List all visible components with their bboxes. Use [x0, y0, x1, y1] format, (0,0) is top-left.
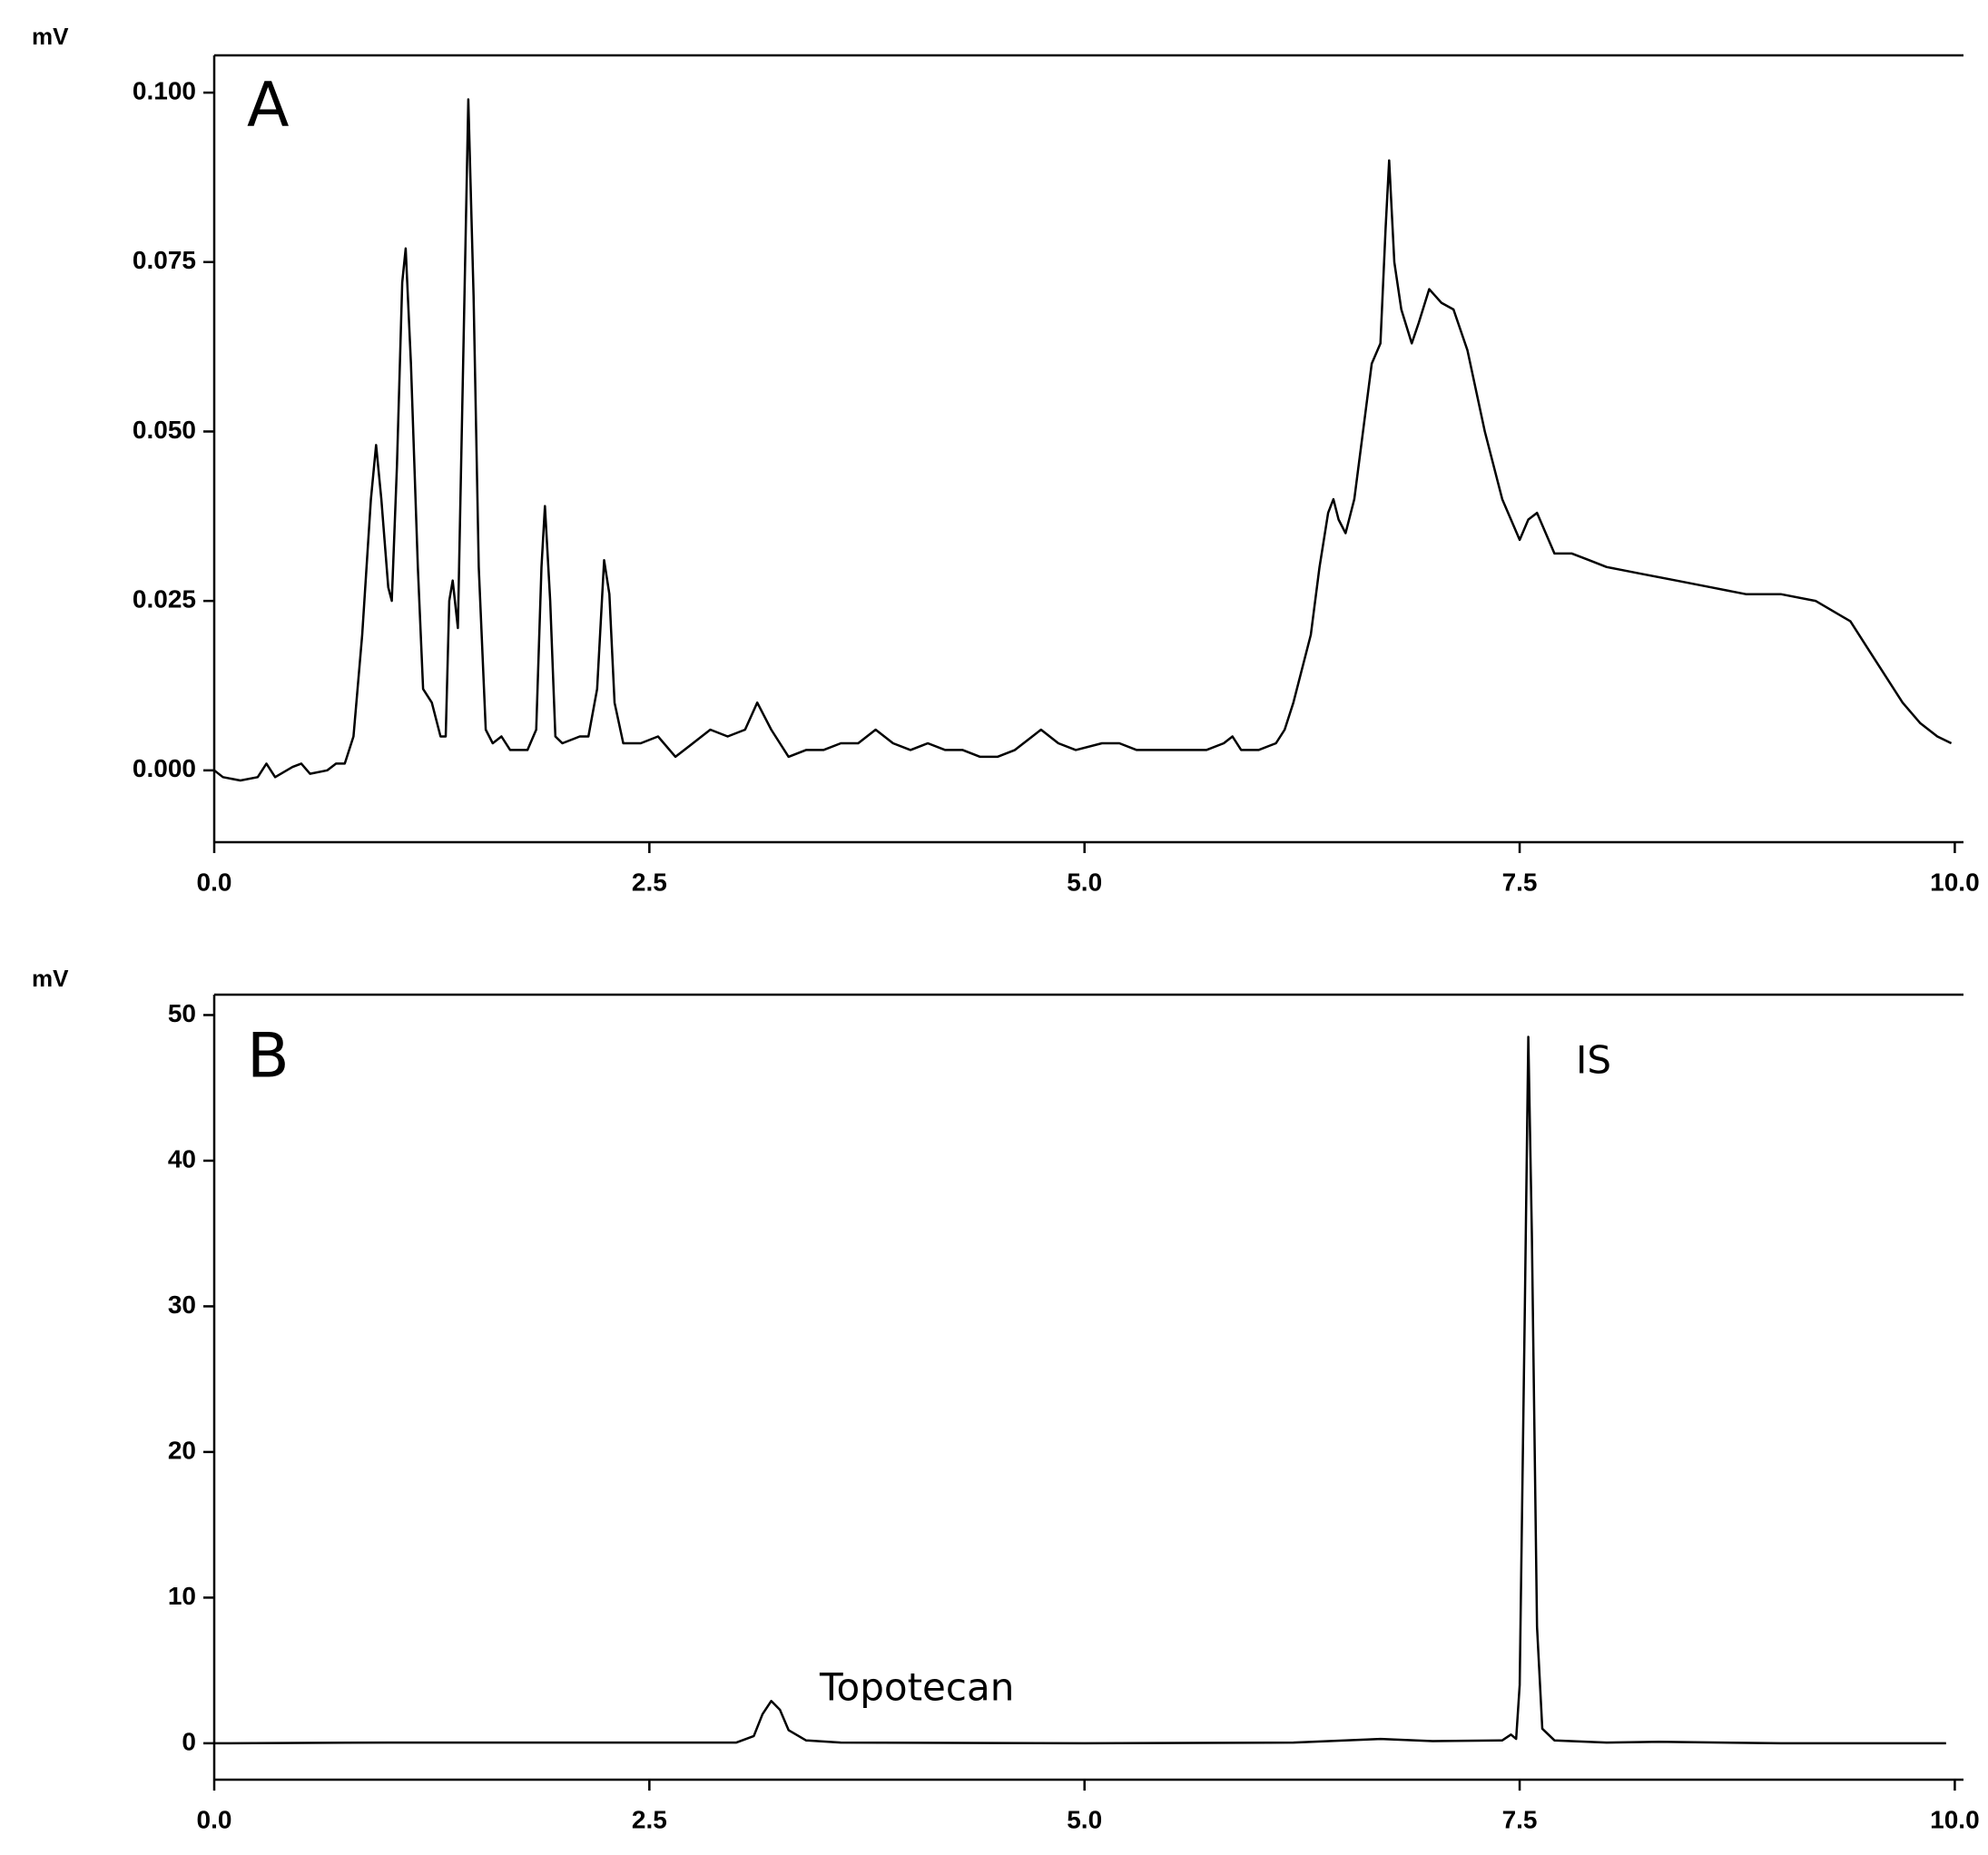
- y-tick-label: 0.100: [133, 76, 196, 104]
- x-tick-label: 7.5: [1502, 1805, 1538, 1833]
- y-tick-label: 0.025: [133, 585, 196, 613]
- x-tick-label: 0.0: [197, 868, 232, 896]
- y-tick-label: 0.050: [133, 416, 196, 444]
- y-tick-label: 0.000: [133, 754, 196, 782]
- y-tick-label: 0: [182, 1727, 196, 1755]
- peak-annotation: IS: [1576, 1038, 1611, 1083]
- y-tick-label: 10: [168, 1582, 196, 1610]
- y-tick-label: 40: [168, 1144, 196, 1173]
- x-tick-label: 2.5: [632, 868, 667, 896]
- panel-label: B: [247, 1021, 290, 1093]
- x-tick-label: 10.0: [1930, 1805, 1980, 1833]
- x-tick-label: 0.0: [197, 1805, 232, 1833]
- peak-annotation: Topotecan: [819, 1665, 1014, 1710]
- chromatogram-line: [213, 1035, 1946, 1745]
- x-tick-label: 10.0: [1930, 868, 1980, 896]
- x-tick-label: 5.0: [1067, 1805, 1102, 1833]
- y-axis-label: mV: [32, 965, 69, 992]
- y-tick-label: 20: [168, 1436, 196, 1464]
- x-tick-label: 7.5: [1502, 868, 1538, 896]
- x-tick-label: 5.0: [1067, 868, 1102, 896]
- chromatogram-line: [213, 98, 1953, 782]
- y-axis-label: mV: [32, 23, 69, 50]
- y-tick-label: 0.075: [133, 246, 196, 274]
- panel-label: A: [247, 70, 290, 142]
- x-tick-label: 2.5: [632, 1805, 667, 1833]
- y-tick-label: 50: [168, 999, 196, 1027]
- y-tick-label: 30: [168, 1291, 196, 1319]
